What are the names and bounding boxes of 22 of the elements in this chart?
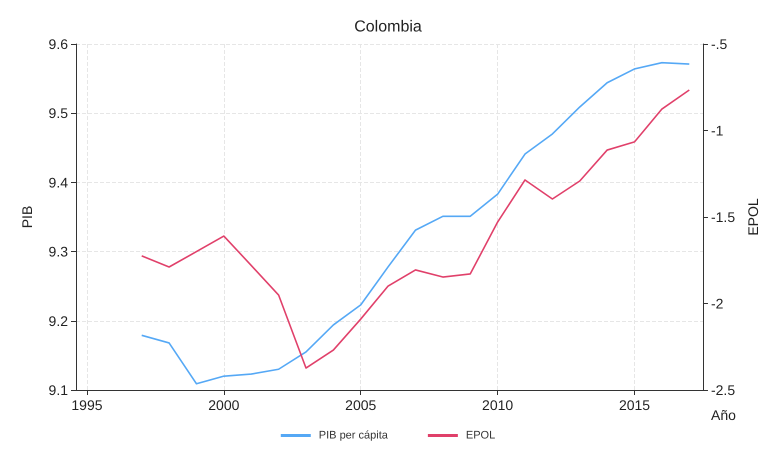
chart-title: Colombia xyxy=(354,18,422,36)
y-tick-label: 9.5 xyxy=(48,105,68,122)
y-tick-label: 9.4 xyxy=(48,174,68,190)
y-tick-label: 9.3 xyxy=(48,244,68,260)
x-tick-label: 2000 xyxy=(208,397,240,413)
y2-tick-label: -1 xyxy=(710,122,724,138)
x-tick-label: 2010 xyxy=(482,397,514,413)
y2-tick-label: -2.5 xyxy=(710,382,736,398)
y-axis-title: PIB xyxy=(19,206,35,228)
y2-tick-label: -1.5 xyxy=(710,209,736,225)
y-tick-label: 9.2 xyxy=(48,312,68,329)
y2-tick-label: -2 xyxy=(710,296,724,312)
y2-axis-title: EPOL xyxy=(745,198,761,236)
x-tick-label: 2005 xyxy=(345,397,377,413)
y-tick-label: 9.1 xyxy=(48,382,68,398)
x-tick-label: 2015 xyxy=(618,397,650,413)
y2-tick-label: -.5 xyxy=(710,36,728,52)
legend-label: EPOL xyxy=(466,430,496,442)
x-tick-label: 1995 xyxy=(71,397,103,413)
x-axis-title: Año xyxy=(710,407,736,423)
y-tick-label: 9.6 xyxy=(48,36,68,52)
legend-label: PIB per cápita xyxy=(318,430,389,442)
